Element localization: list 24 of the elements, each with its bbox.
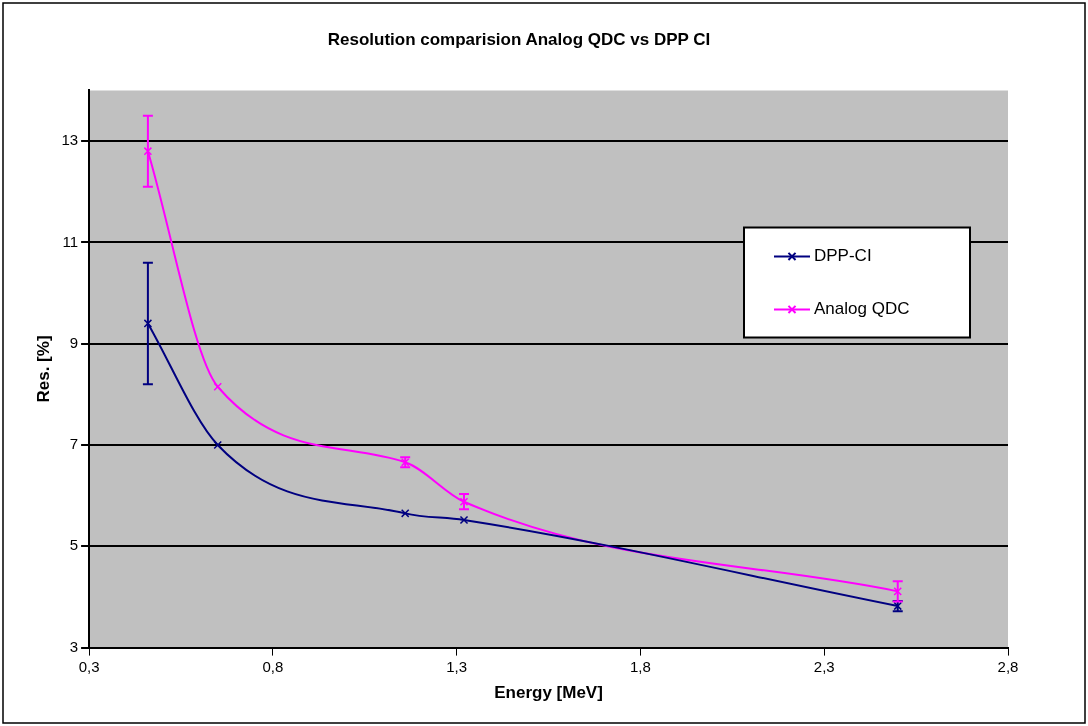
x-tick-label: 1,8 [630,657,651,675]
point [143,319,153,328]
y-axis-title: Res. [%] [33,335,53,403]
legend-label: Analog QDC [814,299,910,319]
point [400,509,410,518]
y-tick-label: 5 [69,536,79,554]
point [459,515,469,525]
y-tick-label: 9 [69,333,79,351]
y-tick-label: 3 [69,637,79,655]
x-tick-label: 2,3 [813,657,835,675]
chart-title: Resolution comparision Analog QDC vs DPP CI [327,29,711,49]
legend-label: DPP-CI [814,246,872,266]
x-tick-label: 0,8 [262,657,284,675]
point [213,440,223,450]
x-tick-label: 2,8 [997,657,1019,675]
y-tick-label: 11 [62,232,79,250]
point [143,146,153,156]
y-tick-label: 7 [69,435,79,453]
point [213,382,223,392]
point [893,587,903,596]
y-tick-label: 13 [61,131,79,149]
x-tick-label: 1,3 [446,657,468,675]
x-axis-title: Energy [MeV] [494,683,603,703]
x-tick-label: 0,3 [78,657,100,675]
